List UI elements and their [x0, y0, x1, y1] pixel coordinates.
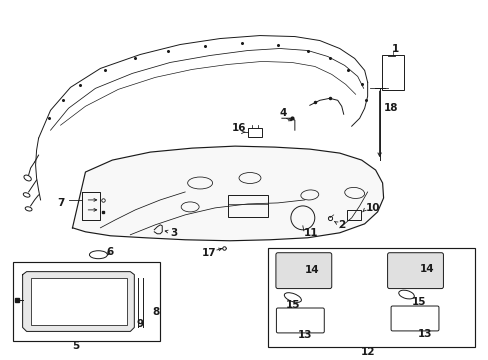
- Bar: [31, 278, 127, 325]
- FancyBboxPatch shape: [275, 253, 331, 289]
- Text: 14: 14: [304, 265, 319, 275]
- Bar: [227, 195, 267, 217]
- Text: 17: 17: [202, 248, 216, 258]
- Text: 3: 3: [170, 228, 177, 238]
- Text: 12: 12: [360, 347, 374, 357]
- Text: 10: 10: [365, 203, 379, 213]
- Text: 16: 16: [232, 123, 246, 133]
- Text: 13: 13: [417, 329, 431, 339]
- Text: 9: 9: [136, 319, 143, 329]
- Text: 8: 8: [152, 307, 159, 318]
- Text: 5: 5: [72, 341, 79, 351]
- Bar: [247, 128, 262, 137]
- FancyBboxPatch shape: [387, 253, 443, 289]
- Text: 18: 18: [383, 103, 397, 113]
- Text: 2: 2: [337, 220, 344, 230]
- Text: 14: 14: [419, 264, 433, 274]
- Text: 4: 4: [279, 108, 286, 118]
- Text: 13: 13: [297, 330, 312, 341]
- Text: 7: 7: [57, 198, 64, 208]
- Text: 11: 11: [303, 228, 318, 238]
- Text: 15: 15: [285, 300, 300, 310]
- Polygon shape: [72, 146, 383, 241]
- Text: 15: 15: [411, 297, 425, 306]
- Bar: [381, 55, 403, 90]
- Bar: [13, 262, 160, 341]
- Polygon shape: [22, 272, 134, 332]
- FancyBboxPatch shape: [390, 306, 438, 331]
- Bar: [346, 210, 360, 220]
- Bar: [267, 248, 474, 347]
- FancyBboxPatch shape: [276, 308, 324, 333]
- Text: 1: 1: [391, 44, 398, 54]
- Text: 6: 6: [106, 247, 113, 257]
